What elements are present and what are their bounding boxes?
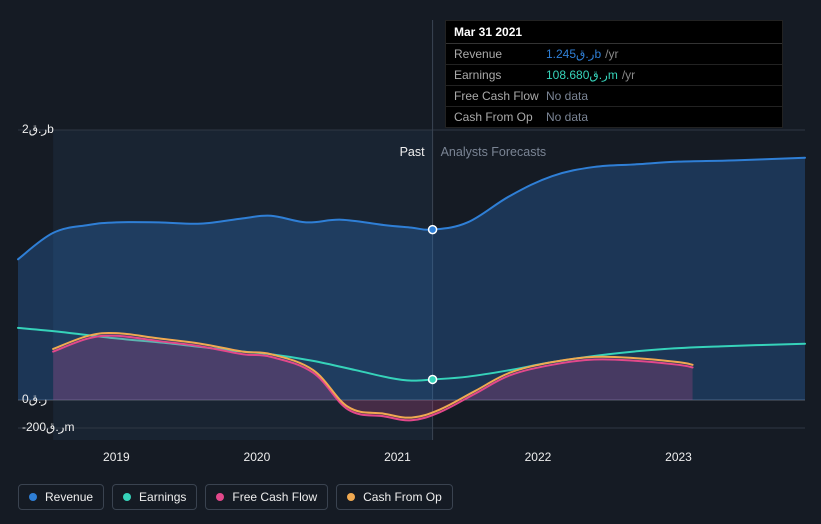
chart-legend: Revenue Earnings Free Cash Flow Cash From O…	[18, 484, 453, 510]
tooltip-row-value: ر.ق108.680m	[546, 68, 618, 82]
chart-tooltip: Mar 31 2021 Revenueر.ق1.245b/yrEarningsر…	[445, 20, 783, 128]
y-axis-label: ر.ق0	[22, 392, 47, 406]
legend-dot-icon	[216, 493, 224, 501]
legend-item-revenue[interactable]: Revenue	[18, 484, 104, 510]
tooltip-row-label: Cash From Op	[454, 110, 546, 124]
legend-item-label: Cash From Op	[363, 490, 442, 504]
tooltip-row: Free Cash FlowNo data	[446, 86, 782, 107]
legend-dot-icon	[123, 493, 131, 501]
marker-revenue	[429, 226, 437, 234]
section-label-past: Past	[400, 145, 425, 159]
tooltip-row-value: No data	[546, 110, 588, 124]
legend-item-cfo[interactable]: Cash From Op	[336, 484, 453, 510]
legend-item-earnings[interactable]: Earnings	[112, 484, 197, 510]
tooltip-row-value: No data	[546, 89, 588, 103]
x-axis-label: 2019	[103, 450, 130, 464]
legend-dot-icon	[29, 493, 37, 501]
tooltip-row-label: Earnings	[454, 68, 546, 82]
legend-item-fcf[interactable]: Free Cash Flow	[205, 484, 328, 510]
legend-item-label: Revenue	[45, 490, 93, 504]
tooltip-row: Cash From OpNo data	[446, 107, 782, 127]
tooltip-row-value: ر.ق1.245b	[546, 47, 601, 61]
legend-dot-icon	[347, 493, 355, 501]
marker-earnings	[429, 375, 437, 383]
tooltip-row: Earningsر.ق108.680m/yr	[446, 65, 782, 86]
y-axis-label: ر.ق2b	[22, 122, 54, 136]
tooltip-row: Revenueر.ق1.245b/yr	[446, 44, 782, 65]
tooltip-row-label: Revenue	[454, 47, 546, 61]
tooltip-date: Mar 31 2021	[446, 21, 782, 44]
tooltip-row-label: Free Cash Flow	[454, 89, 546, 103]
x-axis-label: 2020	[244, 450, 271, 464]
legend-item-label: Earnings	[139, 490, 186, 504]
y-axis-label: -200ر.قm	[22, 420, 74, 434]
x-axis-label: 2021	[384, 450, 411, 464]
tooltip-row-unit: /yr	[605, 47, 618, 61]
tooltip-row-unit: /yr	[622, 68, 635, 82]
x-axis-label: 2022	[525, 450, 552, 464]
legend-item-label: Free Cash Flow	[232, 490, 317, 504]
section-label-forecast: Analysts Forecasts	[441, 145, 547, 159]
x-axis-label: 2023	[665, 450, 692, 464]
